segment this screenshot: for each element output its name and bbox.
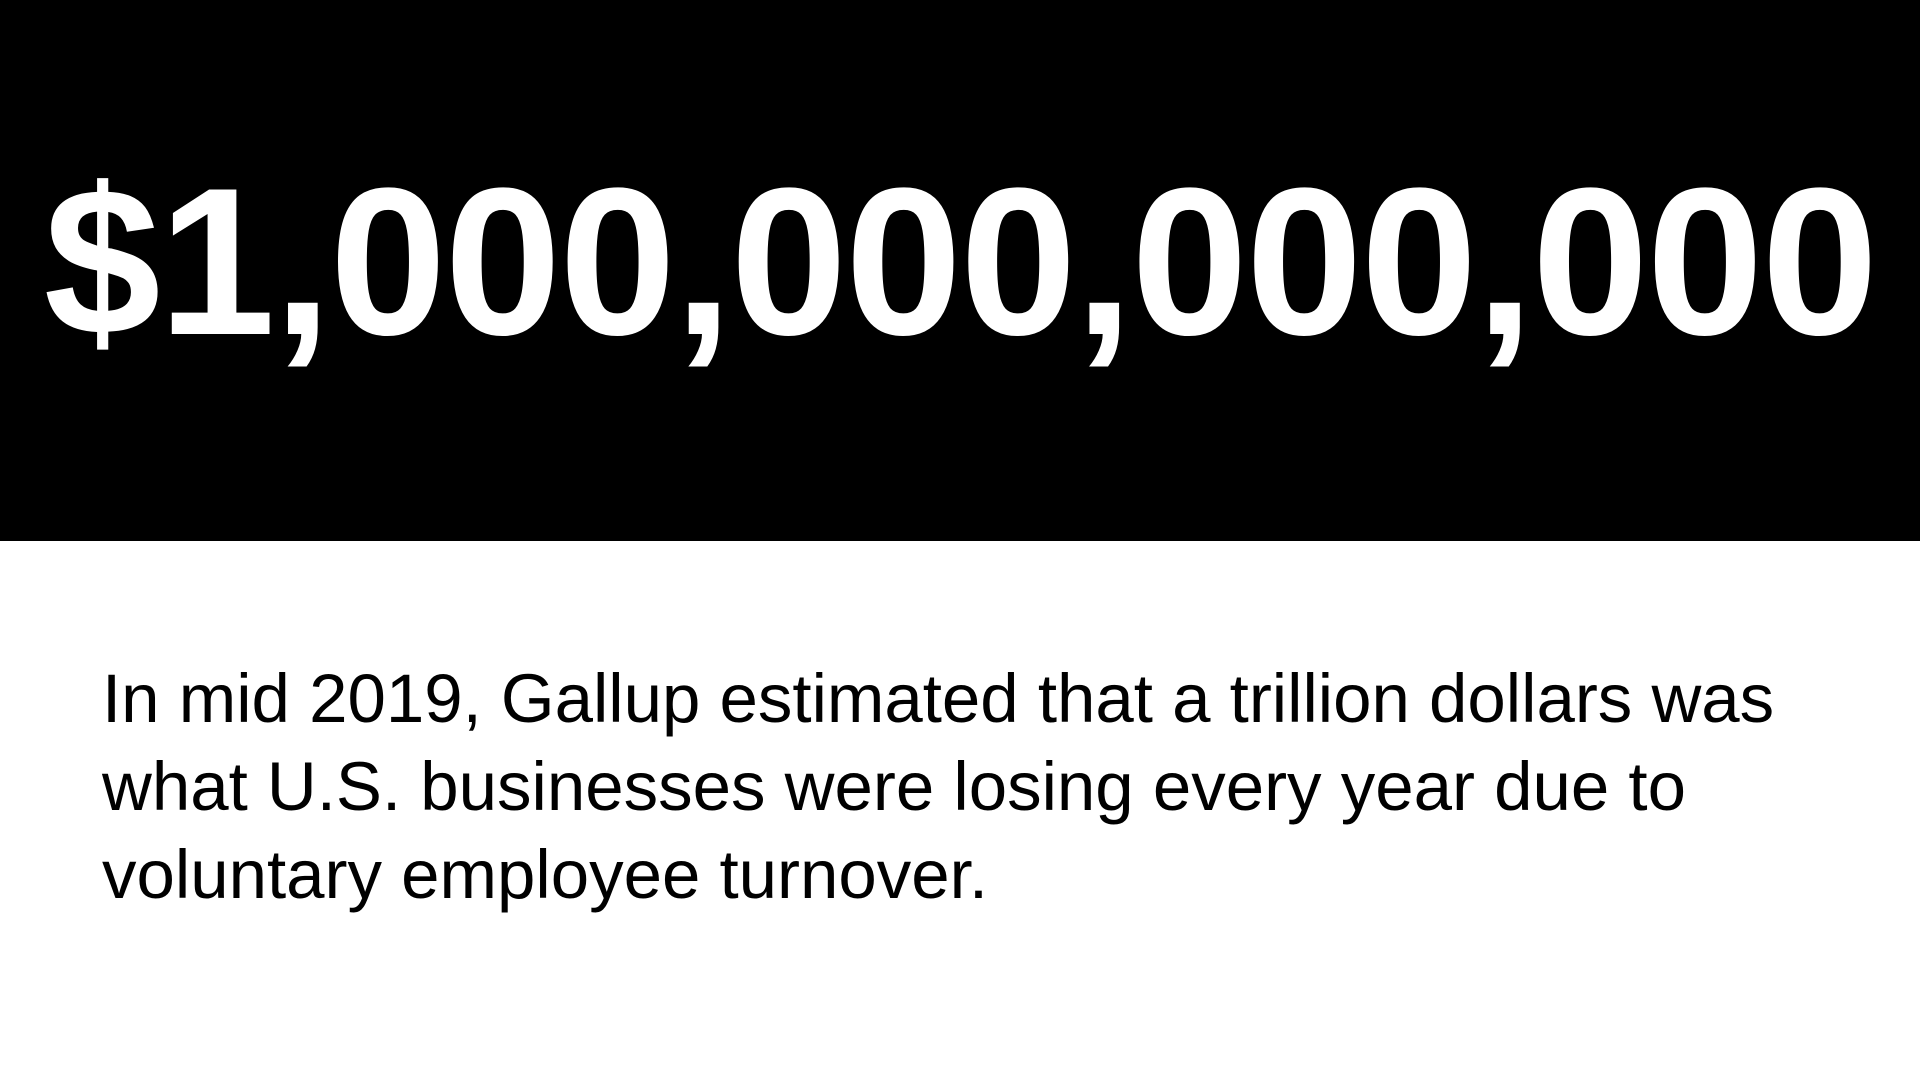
body-text-block: In mid 2019, Gallup estimated that a tri… (102, 655, 1842, 919)
body-paragraph: In mid 2019, Gallup estimated that a tri… (102, 660, 1775, 913)
headline-figure: $1,000,000,000,000 (43, 143, 1878, 379)
headline-banner: $1,000,000,000,000 (0, 0, 1920, 541)
